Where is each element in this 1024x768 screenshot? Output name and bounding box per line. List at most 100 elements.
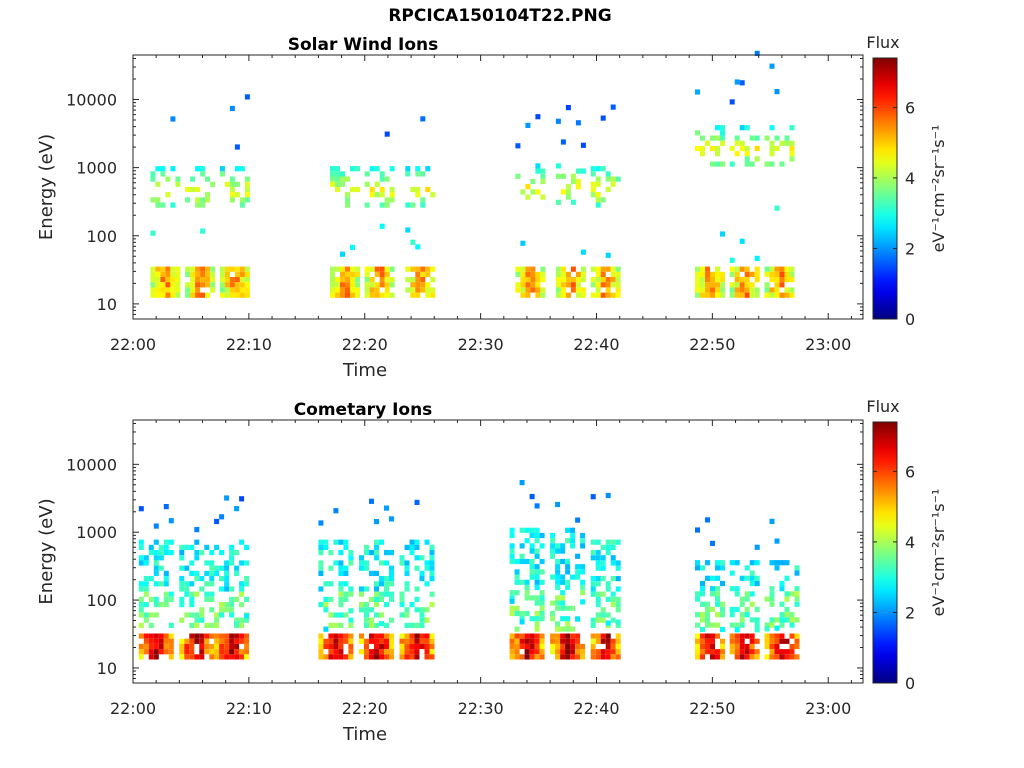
flux-cell: [204, 570, 210, 576]
flux-cell: [168, 518, 174, 524]
flux-cell: [774, 266, 780, 272]
flux-cell: [424, 539, 430, 545]
flux-cell: [715, 622, 720, 628]
y-tick-label: 100: [86, 591, 117, 610]
flux-cell: [610, 654, 616, 660]
flux-cell: [695, 622, 700, 628]
flux-cell: [734, 287, 740, 293]
flux-cell: [389, 282, 395, 288]
flux-cell: [525, 266, 531, 272]
flux-cell: [219, 649, 225, 655]
flux-cell: [570, 287, 576, 293]
flux-cell: [244, 292, 250, 298]
flux-cell: [189, 612, 195, 618]
flux-cell: [425, 282, 431, 288]
flux-cell: [570, 173, 576, 179]
flux-cell: [530, 282, 536, 288]
flux-cell: [364, 638, 369, 644]
flux-cell: [345, 202, 350, 208]
flux-cell: [580, 168, 586, 174]
flux-cell: [348, 622, 354, 628]
burst-12: [764, 63, 795, 298]
flux-cell: [389, 266, 395, 272]
flux-cell: [749, 654, 755, 660]
flux-cell: [555, 163, 561, 169]
flux-cell: [734, 591, 740, 597]
flux-cell: [595, 166, 601, 172]
flux-cell: [350, 186, 355, 193]
flux-cell: [415, 186, 421, 193]
flux-cell: [789, 622, 795, 628]
flux-cell: [539, 532, 545, 539]
flux-cell: [710, 145, 715, 152]
flux-cell: [199, 607, 205, 613]
flux-cell: [200, 266, 206, 272]
flux-cell: [519, 638, 525, 644]
flux-cell: [705, 638, 710, 644]
flux-cell: [565, 105, 571, 111]
flux-cell: [754, 277, 760, 283]
flux-cell: [519, 633, 525, 639]
flux-cell: [153, 555, 159, 561]
flux-cell: [379, 581, 384, 587]
flux-cell: [328, 565, 334, 571]
flux-cell: [138, 649, 144, 655]
flux-cell: [389, 654, 394, 660]
flux-cell: [143, 638, 149, 644]
flux-cell: [229, 560, 235, 566]
flux-cell: [348, 608, 354, 614]
flux-cell: [405, 227, 411, 233]
flux-cell: [153, 560, 159, 566]
flux-cell: [695, 612, 700, 618]
flux-cell: [338, 622, 344, 628]
flux-cell: [404, 586, 410, 592]
flux-cell: [185, 282, 191, 288]
flux-cell: [605, 539, 611, 545]
burst-5: [359, 498, 394, 660]
flux-cell: [384, 602, 389, 608]
flux-cell: [209, 576, 215, 582]
flux-cell: [590, 292, 596, 298]
flux-cell: [580, 538, 586, 544]
burst-8: [550, 501, 586, 660]
flux-cell: [560, 600, 566, 606]
flux-cell: [700, 649, 705, 655]
flux-cell: [734, 627, 740, 633]
flux-cell: [540, 277, 546, 283]
flux-cell: [700, 591, 705, 597]
flux-cell: [519, 610, 525, 617]
flux-cell: [744, 277, 750, 283]
flux-cell: [148, 576, 154, 582]
flux-cell: [534, 600, 540, 606]
flux-cell: [364, 560, 369, 566]
flux-cell: [359, 602, 364, 608]
flux-cell: [739, 145, 745, 152]
flux-cell: [244, 643, 250, 650]
flux-cell: [720, 287, 725, 293]
flux-cell: [535, 168, 541, 174]
flux-cell: [769, 638, 775, 644]
flux-cell: [535, 282, 541, 288]
flux-cell: [414, 565, 420, 571]
flux-cell: [700, 633, 705, 639]
flux-cell: [615, 654, 621, 660]
flux-cell: [425, 292, 431, 298]
flux-cell: [340, 266, 345, 272]
flux-cell: [779, 560, 785, 566]
flux-cell: [700, 565, 705, 571]
flux-cell: [414, 643, 420, 650]
flux-cell: [369, 649, 374, 655]
flux-cell: [153, 570, 159, 576]
flux-cell: [404, 612, 410, 618]
flux-cell: [729, 649, 735, 655]
flux-cell: [515, 266, 521, 272]
flux-cell: [143, 591, 149, 597]
flux-cell: [214, 565, 220, 571]
flux-cell: [328, 581, 334, 587]
flux-cell: [200, 228, 206, 234]
flux-cell: [580, 599, 586, 605]
flux-cell: [700, 580, 705, 587]
flux-cell: [580, 579, 586, 585]
flux-cell: [710, 586, 715, 592]
flux-cell: [330, 176, 335, 182]
